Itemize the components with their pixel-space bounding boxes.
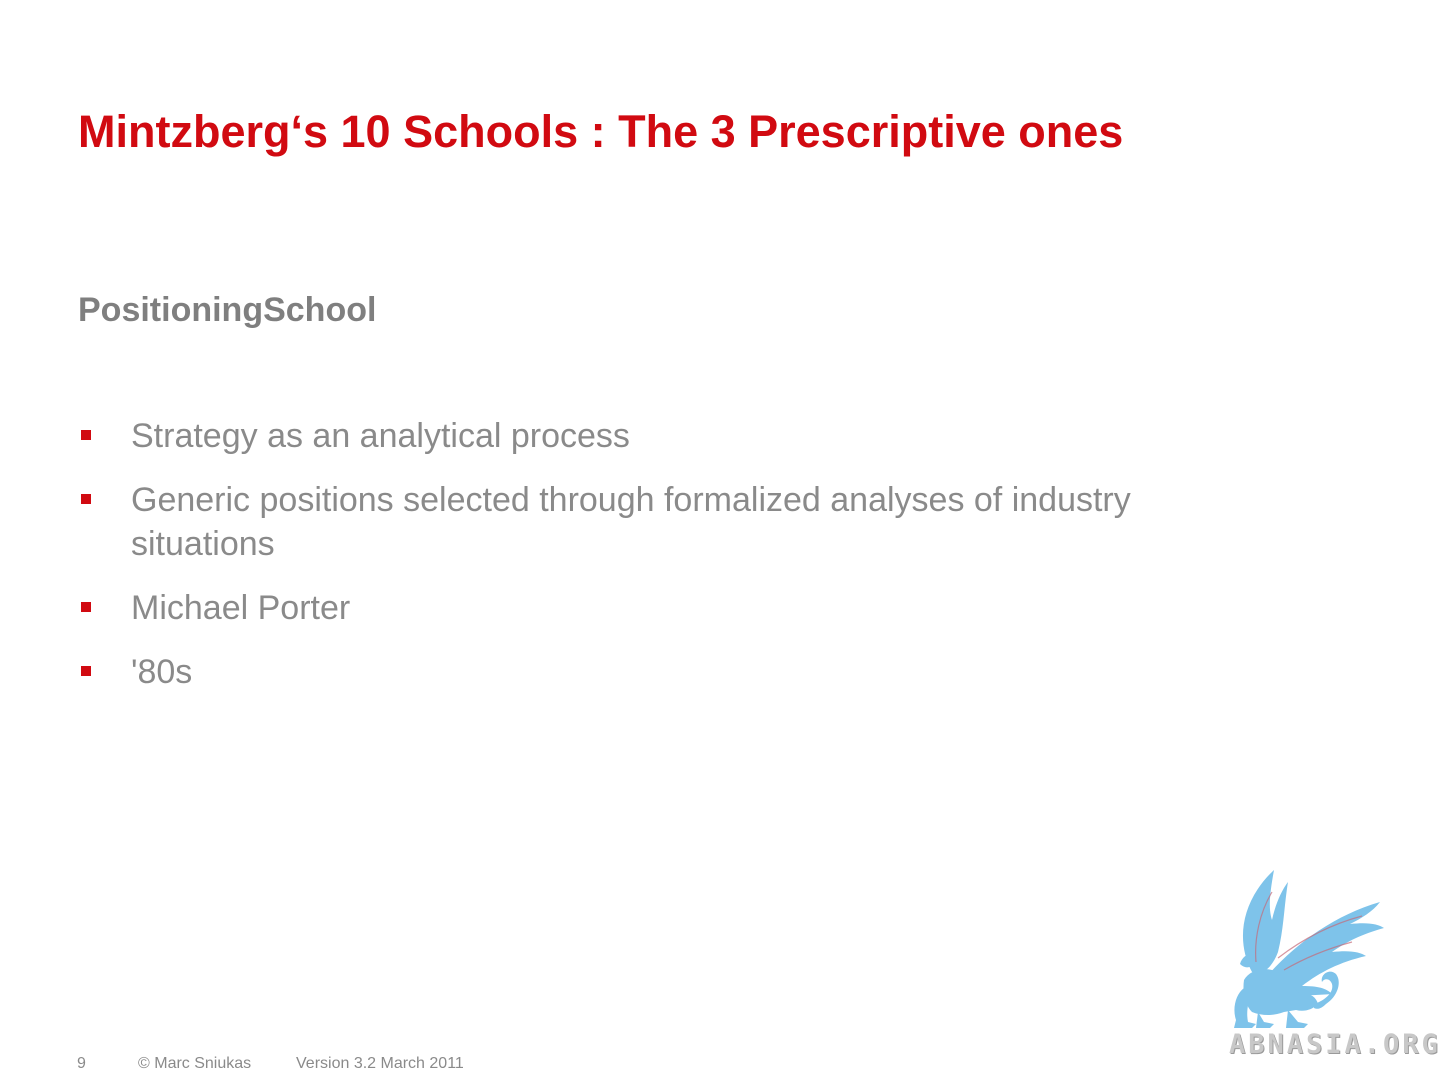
bullet-item: '80s (78, 650, 1238, 694)
footer-version: Version 3.2 March 2011 (296, 1055, 464, 1072)
footer-copyright: © Marc Sniukas (138, 1055, 252, 1072)
bullet-text: Michael Porter (131, 589, 351, 627)
square-bullet-icon (81, 666, 91, 676)
watermark-text: ABNASIA.ORG (1229, 1029, 1440, 1060)
bullet-item: Michael Porter (78, 586, 1238, 630)
bullet-list: Strategy as an analytical process Generi… (78, 414, 1238, 714)
bullet-item: Generic positions selected through forma… (78, 478, 1238, 566)
griffin-logo-icon (1234, 870, 1384, 1028)
square-bullet-icon (81, 430, 91, 440)
bullet-text: Generic positions selected through forma… (131, 481, 1131, 563)
bullet-text: Strategy as an analytical process (131, 417, 630, 455)
bullet-item: Strategy as an analytical process (78, 414, 1238, 458)
square-bullet-icon (81, 494, 91, 504)
slide-subtitle: PositioningSchool (78, 291, 377, 329)
square-bullet-icon (81, 602, 91, 612)
bullet-text: '80s (131, 653, 193, 691)
slide-title: Mintzberg‘s 10 Schools : The 3 Prescript… (78, 106, 1124, 157)
footer-page-number: 9 (77, 1055, 86, 1072)
